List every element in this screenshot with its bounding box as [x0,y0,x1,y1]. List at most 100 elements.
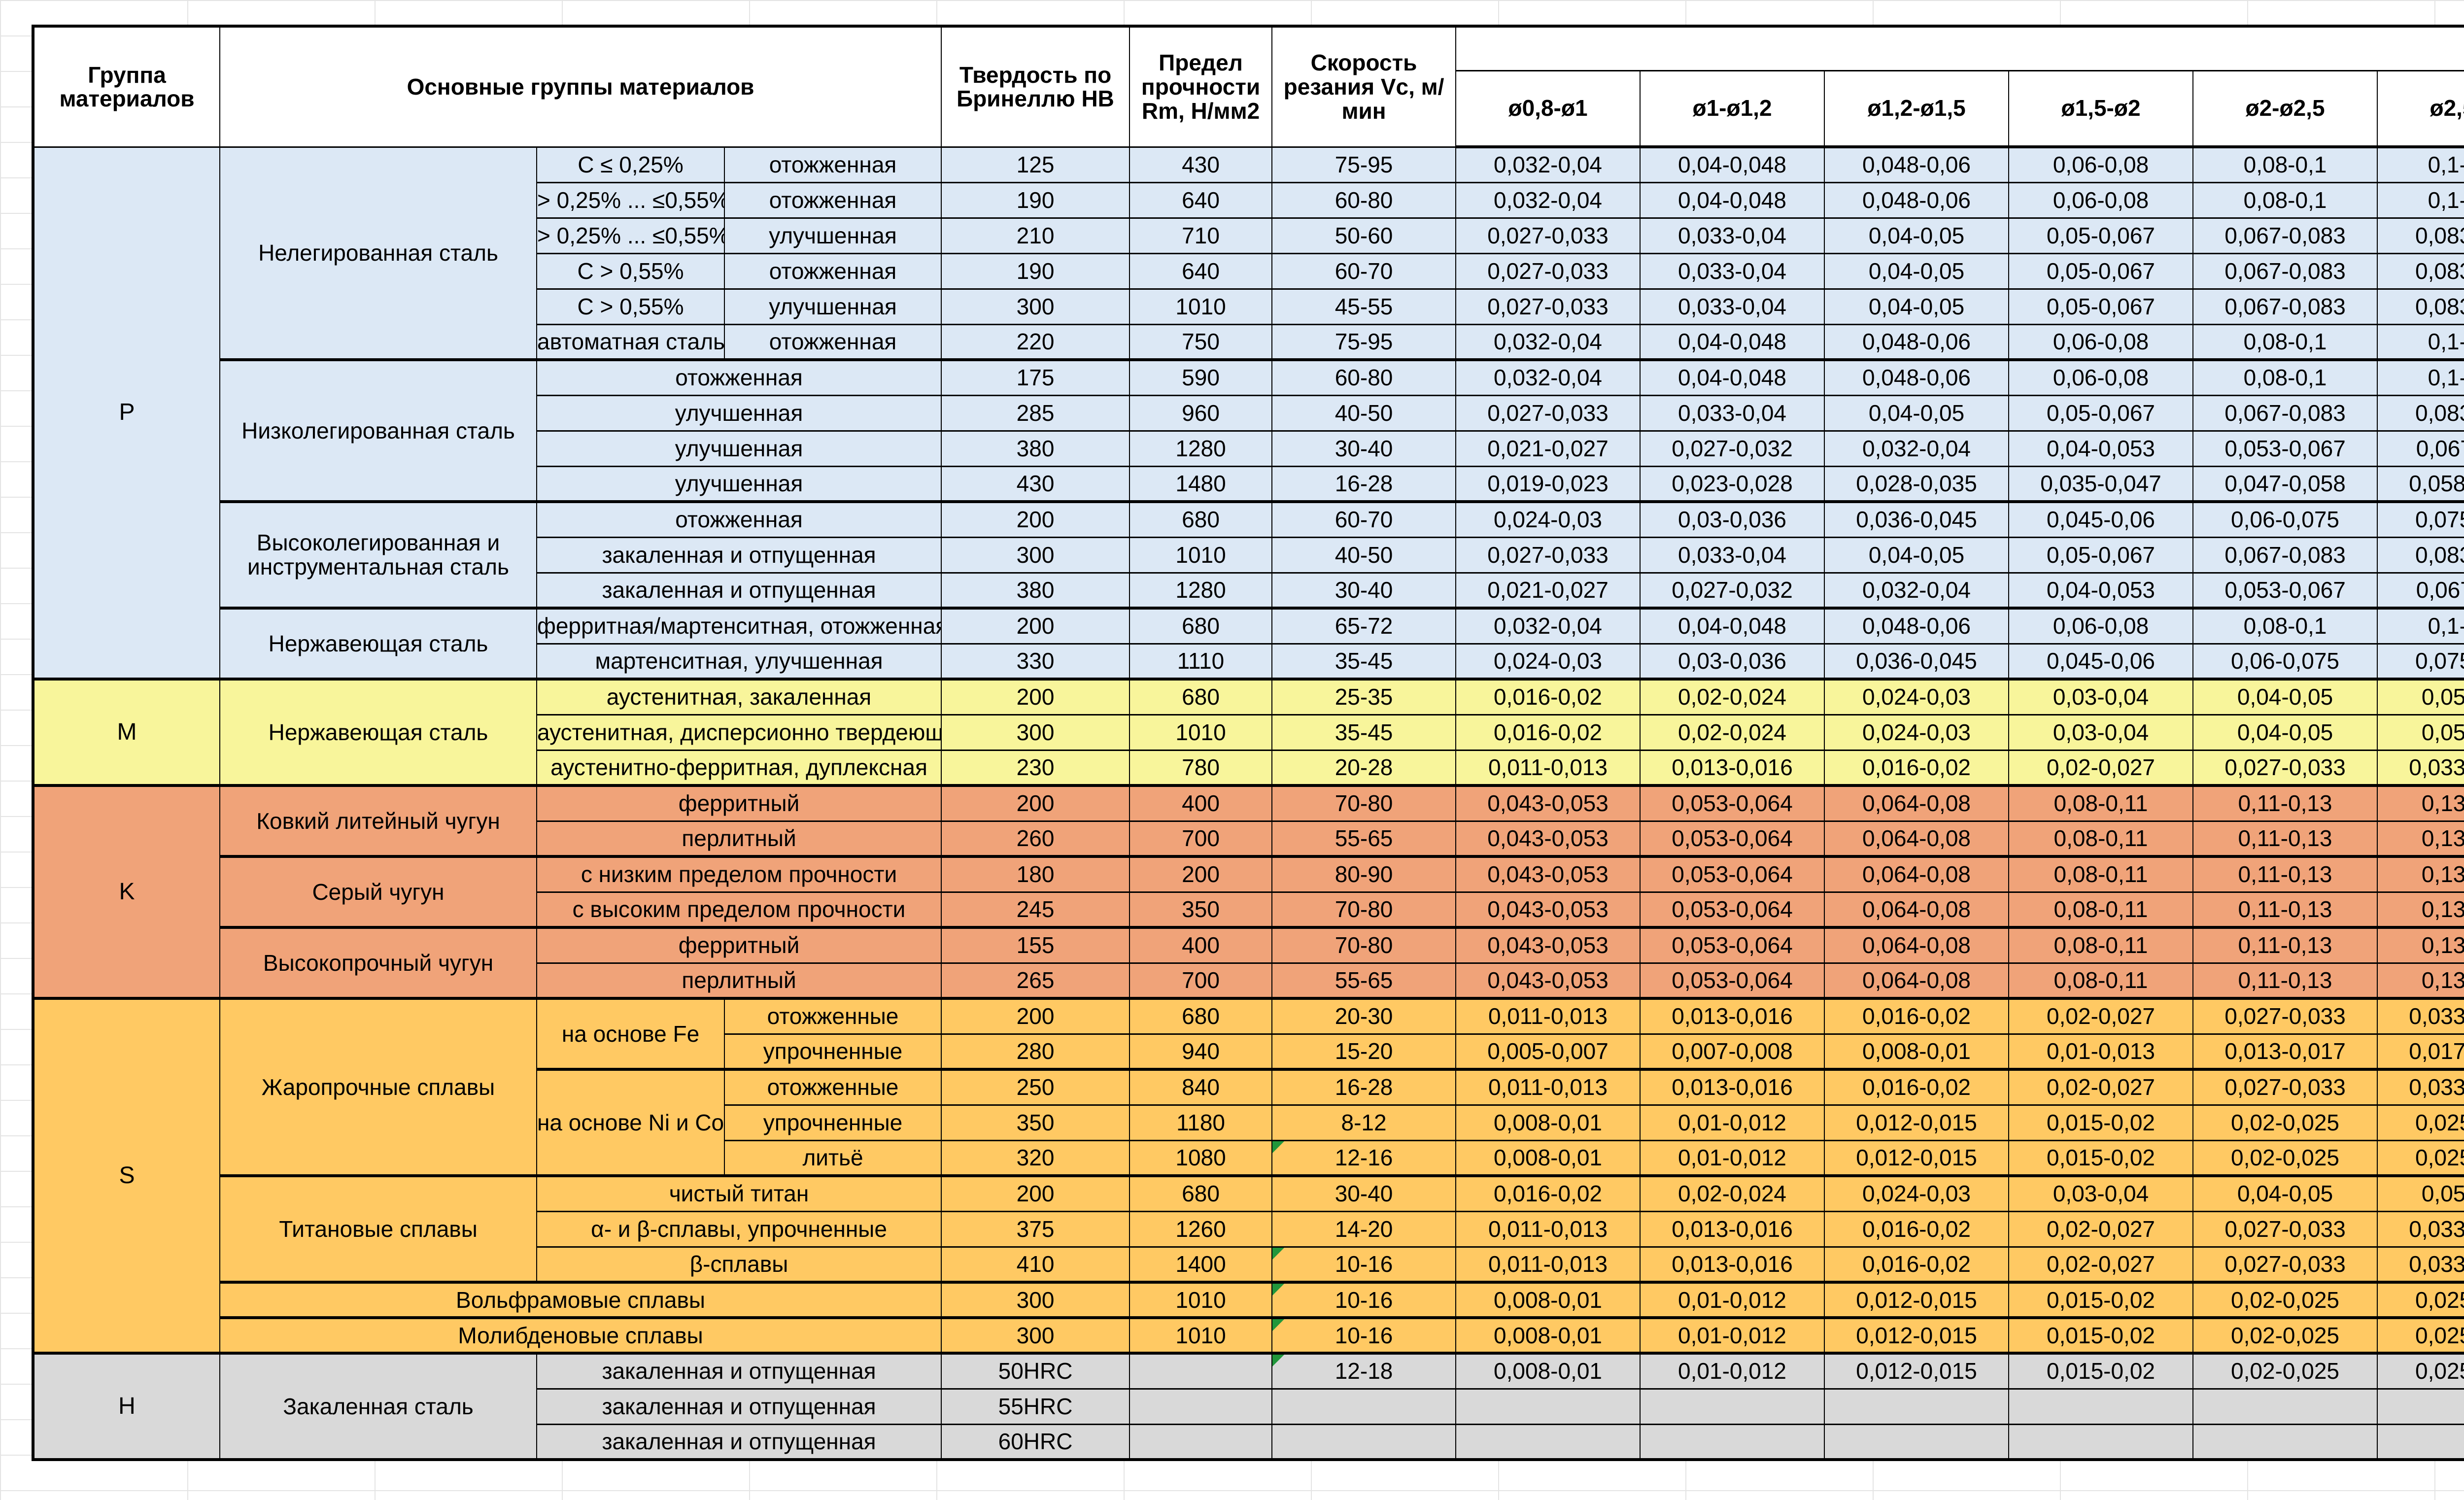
cell-hardness-hb[interactable]: 245 [941,892,1129,927]
cell-feed-ø1-ø1,2[interactable]: 0,033-0,04 [1640,395,1824,431]
cell-feed-ø1,2-ø1,5[interactable]: 0,024-0,03 [1824,1176,2009,1211]
cell-hardness-hb[interactable]: 200 [941,502,1129,537]
cell-feed-ø1,5-ø2[interactable]: 0,06-0,08 [2009,608,2193,644]
cell-feed-ø2,5-ø4[interactable]: 0,075-0,12 [2377,502,2464,537]
cell-strength-rm[interactable] [1129,1389,1272,1424]
cell-feed-ø2,5-ø4[interactable]: 0,13-0,21 [2377,856,2464,892]
cell-strength-rm[interactable]: 960 [1129,395,1272,431]
cell-feed-ø2-ø2,5[interactable]: 0,053-0,067 [2193,573,2377,608]
cell-hardness-hb[interactable]: 300 [941,1282,1129,1318]
cell-feed-ø2,5-ø4[interactable]: 0,083-0,13 [2377,289,2464,324]
cell-strength-rm[interactable]: 780 [1129,750,1272,785]
cell-feed-ø2,5-ø4[interactable]: 0,033-0,053 [2377,750,2464,785]
cell-feed-ø1-ø1,2[interactable]: 0,007-0,008 [1640,1034,1824,1069]
cell-feed-ø1,5-ø2[interactable]: 0,015-0,02 [2009,1140,2193,1176]
cell-strength-rm[interactable] [1129,1353,1272,1389]
cell-cutting-speed-vc[interactable]: 30-40 [1272,431,1456,466]
cell-feed-ø0,8-ø1[interactable]: 0,027-0,033 [1456,395,1640,431]
cell-cutting-speed-vc[interactable]: 20-30 [1272,998,1456,1034]
cell-hardness-hb[interactable]: 125 [941,147,1129,182]
cell-feed-ø1-ø1,2[interactable]: 0,053-0,064 [1640,785,1824,821]
cell-feed-ø1,2-ø1,5[interactable]: 0,064-0,08 [1824,963,2009,998]
cell-feed-ø1-ø1,2[interactable]: 0,02-0,024 [1640,679,1824,715]
cell-feed-ø0,8-ø1[interactable]: 0,032-0,04 [1456,608,1640,644]
cell-feed-ø0,8-ø1[interactable]: 0,008-0,01 [1456,1318,1640,1353]
cell-feed-ø2-ø2,5[interactable]: 0,11-0,13 [2193,892,2377,927]
cell-feed-ø2-ø2,5[interactable]: 0,067-0,083 [2193,395,2377,431]
cell-cutting-speed-vc[interactable]: 60-70 [1272,502,1456,537]
cell-strength-rm[interactable]: 1010 [1129,289,1272,324]
subtype-cell[interactable]: автоматная сталь [537,324,724,360]
cell-feed-ø2-ø2,5[interactable]: 0,027-0,033 [2193,750,2377,785]
cell-cutting-speed-vc-with-indicator[interactable]: 12-18 [1272,1353,1456,1389]
cell-feed-ø2,5-ø4[interactable]: 0,033-0,053 [2377,1069,2464,1105]
cell-hardness-hb[interactable]: 190 [941,182,1129,218]
condition-merged-cell[interactable]: аустенитная, закаленная [537,679,941,715]
cell-cutting-speed-vc[interactable]: 70-80 [1272,927,1456,963]
cell-feed-ø0,8-ø1[interactable]: 0,032-0,04 [1456,324,1640,360]
cell-hardness-hb[interactable]: 320 [941,1140,1129,1176]
condition-cell[interactable]: отожженные [724,1069,941,1105]
cell-strength-rm[interactable]: 680 [1129,502,1272,537]
cell-feed-ø0,8-ø1[interactable] [1456,1389,1640,1424]
cell-feed-ø1,5-ø2[interactable]: 0,02-0,027 [2009,1069,2193,1105]
condition-merged-cell[interactable]: отожженная [537,502,941,537]
cell-feed-ø1,5-ø2[interactable]: 0,06-0,08 [2009,182,2193,218]
cell-feed-ø1,2-ø1,5[interactable]: 0,04-0,05 [1824,253,2009,289]
cell-feed-ø2-ø2,5[interactable]: 0,08-0,1 [2193,324,2377,360]
cell-feed-ø2,5-ø4[interactable]: 0,058-0,093 [2377,466,2464,502]
cell-feed-ø1,2-ø1,5[interactable]: 0,008-0,01 [1824,1034,2009,1069]
cell-hardness-hb[interactable]: 350 [941,1105,1129,1140]
cell-hardness-hb[interactable]: 430 [941,466,1129,502]
cell-feed-ø2,5-ø4[interactable]: 0,1-0,16 [2377,608,2464,644]
cell-feed-ø1,5-ø2[interactable]: 0,08-0,11 [2009,927,2193,963]
cell-feed-ø2,5-ø4[interactable]: 0,033-0,053 [2377,998,2464,1034]
cell-cutting-speed-vc[interactable]: 14-20 [1272,1211,1456,1247]
cell-feed-ø0,8-ø1[interactable]: 0,011-0,013 [1456,1069,1640,1105]
cell-feed-ø1,5-ø2[interactable]: 0,05-0,067 [2009,253,2193,289]
cell-feed-ø1-ø1,2[interactable]: 0,01-0,012 [1640,1353,1824,1389]
cell-feed-ø1,5-ø2[interactable]: 0,04-0,053 [2009,573,2193,608]
cell-feed-ø1,2-ø1,5[interactable]: 0,024-0,03 [1824,715,2009,750]
cell-feed-ø1,5-ø2[interactable]: 0,02-0,027 [2009,998,2193,1034]
cell-strength-rm[interactable]: 700 [1129,963,1272,998]
cell-feed-ø1,2-ø1,5[interactable]: 0,048-0,06 [1824,182,2009,218]
cell-feed-ø1,2-ø1,5[interactable]: 0,064-0,08 [1824,892,2009,927]
subtype-cell[interactable]: на основе Ni и Co [537,1069,724,1176]
cell-cutting-speed-vc[interactable]: 60-80 [1272,182,1456,218]
group-cell-M[interactable]: M [33,679,220,785]
subtype-cell[interactable]: C > 0,55% [537,253,724,289]
header-cutting-speed[interactable]: Скорость резания Vc, м/мин [1272,26,1456,147]
cell-cutting-speed-vc[interactable]: 50-60 [1272,218,1456,253]
cell-feed-ø1,5-ø2[interactable]: 0,01-0,013 [2009,1034,2193,1069]
cell-cutting-speed-vc[interactable]: 8-12 [1272,1105,1456,1140]
cell-hardness-hb[interactable]: 190 [941,253,1129,289]
cell-feed-ø1,2-ø1,5[interactable]: 0,016-0,02 [1824,1069,2009,1105]
header-diameter-1[interactable]: ø0,8-ø1 [1456,70,1640,147]
cell-feed-ø1,5-ø2[interactable]: 0,045-0,06 [2009,644,2193,679]
material-cell[interactable]: Нелегированная сталь [220,147,537,360]
cell-feed-ø1-ø1,2[interactable]: 0,053-0,064 [1640,821,1824,856]
condition-cell[interactable]: отожженные [724,998,941,1034]
cell-feed-ø1,5-ø2[interactable]: 0,05-0,067 [2009,289,2193,324]
cell-feed-ø1-ø1,2[interactable]: 0,033-0,04 [1640,218,1824,253]
cell-feed-ø1,5-ø2[interactable]: 0,015-0,02 [2009,1353,2193,1389]
cell-feed-ø0,8-ø1[interactable]: 0,016-0,02 [1456,679,1640,715]
cell-feed-ø2,5-ø4[interactable] [2377,1424,2464,1460]
header-main-material-groups[interactable]: Основные группы материалов [220,26,941,147]
cell-feed-ø1,2-ø1,5[interactable]: 0,036-0,045 [1824,644,2009,679]
condition-cell[interactable]: отожженная [724,253,941,289]
cell-feed-ø2,5-ø4[interactable]: 0,075-0,12 [2377,644,2464,679]
cell-feed-ø2-ø2,5[interactable]: 0,067-0,083 [2193,218,2377,253]
cell-feed-ø2-ø2,5[interactable]: 0,027-0,033 [2193,1069,2377,1105]
cell-feed-ø0,8-ø1[interactable]: 0,027-0,033 [1456,218,1640,253]
subtype-cell[interactable]: > 0,25% ... ≤0,55% [537,218,724,253]
cell-cutting-speed-vc[interactable]: 15-20 [1272,1034,1456,1069]
cell-feed-ø1,2-ø1,5[interactable]: 0,048-0,06 [1824,608,2009,644]
cell-feed-ø1,5-ø2[interactable]: 0,06-0,08 [2009,360,2193,395]
cell-feed-ø1-ø1,2[interactable]: 0,053-0,064 [1640,963,1824,998]
cell-strength-rm[interactable]: 350 [1129,892,1272,927]
cell-cutting-speed-vc[interactable]: 70-80 [1272,892,1456,927]
subtype-cell[interactable]: на основе Fe [537,998,724,1069]
cell-feed-ø0,8-ø1[interactable]: 0,024-0,03 [1456,644,1640,679]
